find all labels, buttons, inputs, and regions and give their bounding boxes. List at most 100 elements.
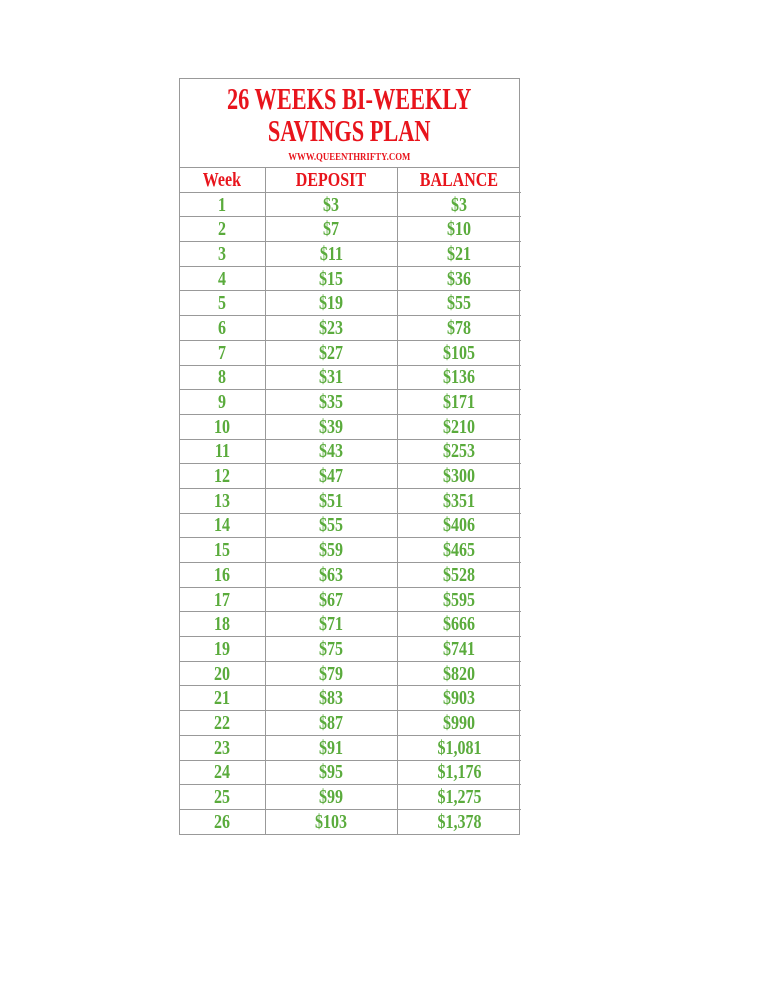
table-cell: $351 (396, 487, 521, 514)
table-row: 26 $103 $1,378 (180, 808, 521, 834)
table-row: 15 $59 $465 (180, 537, 521, 563)
table-cell-text: $171 (443, 391, 476, 414)
table-cell-text: 11 (214, 440, 230, 463)
table-cell: $67 (264, 586, 398, 613)
table-cell-text: $253 (443, 440, 476, 463)
table-cell: $903 (396, 685, 521, 712)
subtitle: WWW.QUEENTHRIFTY.COM (288, 151, 411, 163)
table-cell-text: $87 (319, 711, 343, 734)
table-cell: $595 (396, 586, 521, 613)
table-cell: 2 (180, 216, 266, 243)
table-cell: 23 (180, 734, 266, 761)
table-cell-text: $300 (443, 465, 476, 488)
table-cell-text: $1,176 (437, 761, 482, 784)
table-row: 11 $43 $253 (180, 438, 521, 465)
table-cell-text: $35 (319, 391, 343, 414)
table-cell: 6 (180, 315, 266, 341)
table-cell-text: $3 (323, 193, 339, 216)
table-cell: 14 (180, 512, 266, 539)
table-cell-text: 19 (214, 637, 231, 660)
table-cell: $35 (264, 389, 398, 415)
table-cell-text: $1,378 (437, 810, 482, 833)
table-cell-text: $67 (319, 588, 343, 611)
table-cell-text: 6 (218, 316, 227, 339)
table-cell: $43 (264, 438, 398, 465)
table-cell: 22 (180, 710, 266, 736)
table-cell-text: 23 (214, 736, 231, 759)
table-cell: $406 (396, 512, 521, 539)
table-cell: 21 (180, 685, 266, 712)
table-row: 12 $47 $300 (180, 463, 521, 489)
table-cell: 11 (180, 438, 266, 465)
table-cell-text: $31 (319, 366, 343, 389)
table-cell-text: $55 (319, 514, 343, 537)
sheet-header: 26 WEEKS BI-WEEKLY SAVINGS PLAN WWW.QUEE… (180, 79, 519, 168)
table-cell-text: 13 (214, 489, 231, 512)
column-header: Week (180, 168, 266, 193)
header-row: Week DEPOSIT BALANCE (180, 168, 521, 193)
table-row: 13 $51 $351 (180, 487, 521, 514)
table-cell-text: $820 (443, 662, 476, 685)
table-cell-text: 12 (214, 465, 231, 488)
table-cell: $105 (396, 339, 521, 366)
table-cell: $528 (396, 562, 521, 588)
table-cell: 9 (180, 389, 266, 415)
table-row: 22 $87 $990 (180, 710, 521, 736)
table-cell: $1,081 (396, 734, 521, 761)
table-cell-text: $55 (447, 292, 472, 315)
table-cell: $87 (264, 710, 398, 736)
table-cell-text: $210 (443, 415, 476, 438)
savings-table: Week DEPOSIT BALANCE 1 $3 $3 2 $7 $10 3 $11 $21 4 $15… (180, 168, 521, 834)
table-row: 10 $39 $210 (180, 413, 521, 440)
table-cell-text: $595 (443, 588, 476, 611)
table-row: 19 $75 $741 (180, 636, 521, 662)
table-cell-text: 18 (214, 613, 231, 636)
table-row: 18 $71 $666 (180, 611, 521, 638)
table-cell-text: 17 (214, 588, 231, 611)
table-cell-text: $19 (319, 292, 343, 315)
table-cell: $63 (264, 562, 398, 588)
table-row: 25 $99 $1,275 (180, 784, 521, 810)
table-cell: 25 (180, 784, 266, 810)
table-cell-text: 15 (214, 539, 231, 562)
table-cell-text: $351 (443, 489, 476, 512)
table-row: 6 $23 $78 (180, 315, 521, 341)
table-cell-text: $10 (447, 218, 472, 241)
table-cell-text: $103 (315, 810, 347, 833)
column-header-text: BALANCE (420, 168, 499, 191)
table-cell-text: $1,081 (437, 736, 482, 759)
table-row: 2 $7 $10 (180, 216, 521, 243)
table-cell: $465 (396, 537, 521, 563)
table-cell: 7 (180, 339, 266, 366)
table-cell: 13 (180, 487, 266, 514)
table-cell: $79 (264, 660, 398, 687)
column-header-text: Week (203, 168, 242, 191)
table-cell-text: $91 (319, 736, 343, 759)
table-cell-text: 9 (218, 391, 227, 414)
table-cell-text: $75 (319, 637, 343, 660)
table-cell-text: $3 (451, 193, 468, 216)
table-cell: 3 (180, 241, 266, 267)
table-cell: 8 (180, 364, 266, 391)
table-cell-text: 24 (214, 761, 231, 784)
table-cell-text: $63 (319, 563, 343, 586)
table-cell: $75 (264, 636, 398, 662)
table-cell: $19 (264, 290, 398, 317)
table-row: 21 $83 $903 (180, 685, 521, 712)
table-cell: 16 (180, 562, 266, 588)
table-cell: $78 (396, 315, 521, 341)
table-cell-text: $528 (443, 563, 476, 586)
table-row: 5 $19 $55 (180, 290, 521, 317)
table-cell: $99 (264, 784, 398, 810)
table-cell: $47 (264, 463, 398, 489)
table-cell: $27 (264, 339, 398, 366)
table-cell-text: $741 (443, 637, 476, 660)
table-row: 24 $95 $1,176 (180, 759, 521, 786)
table-row: 3 $11 $21 (180, 241, 521, 267)
title: 26 WEEKS BI-WEEKLY SAVINGS PLAN (227, 81, 472, 148)
table-cell-text: 20 (214, 662, 231, 685)
table-cell-text: 7 (218, 341, 227, 364)
table-cell: $51 (264, 487, 398, 514)
table-row: 8 $31 $136 (180, 364, 521, 391)
column-header: DEPOSIT (264, 168, 398, 193)
